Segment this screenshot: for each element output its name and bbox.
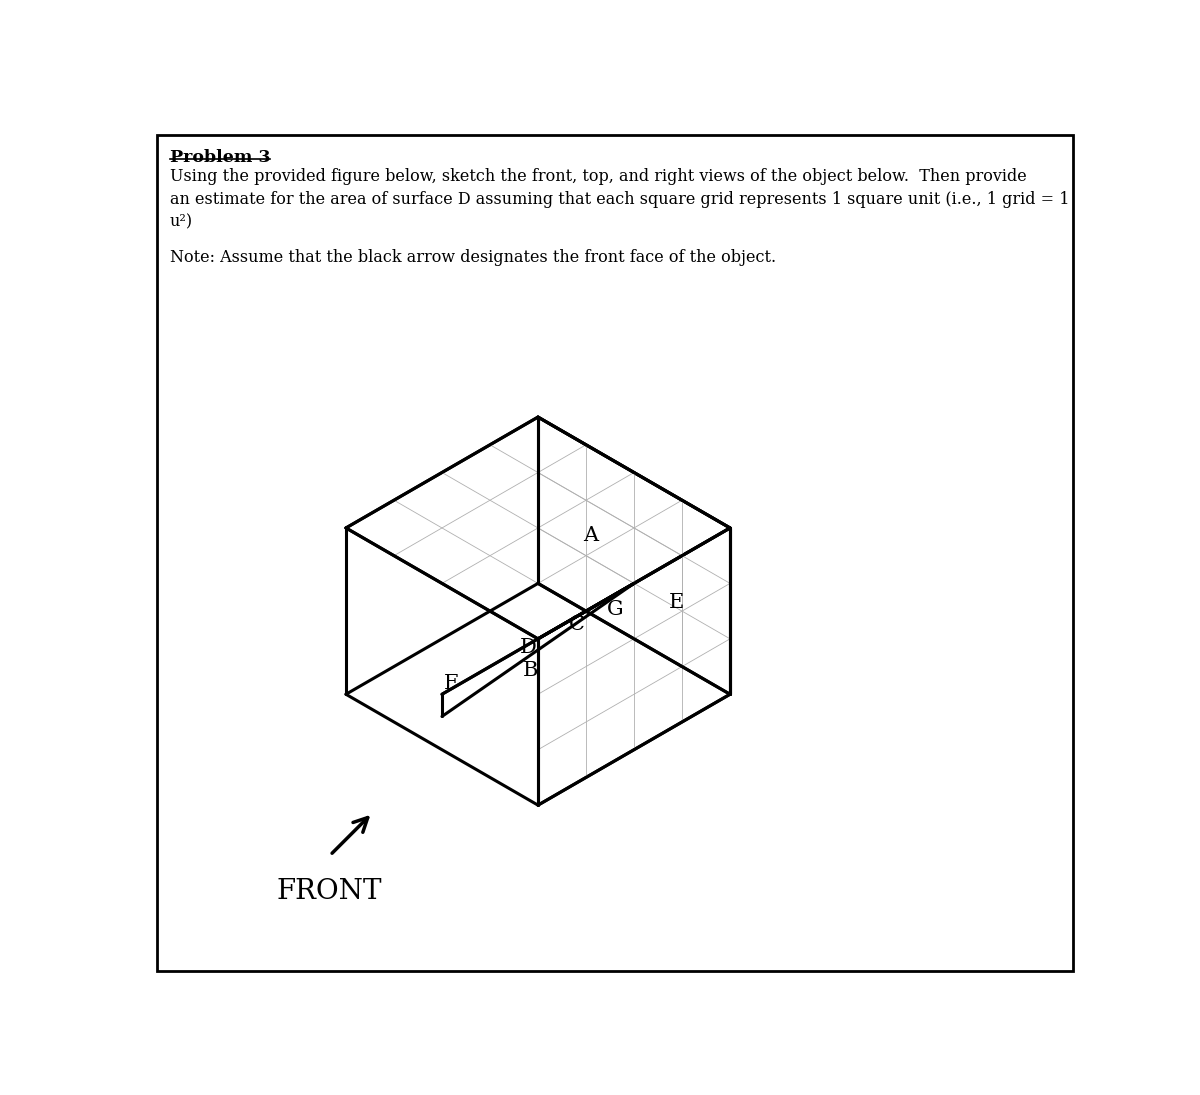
Text: FRONT: FRONT <box>276 878 382 906</box>
Text: u²): u²) <box>170 214 193 231</box>
Text: D: D <box>520 637 536 657</box>
Text: Using the provided figure below, sketch the front, top, and right views of the o: Using the provided figure below, sketch … <box>170 168 1027 185</box>
Text: A: A <box>583 527 599 545</box>
Text: E: E <box>668 593 684 612</box>
Text: B: B <box>523 661 539 680</box>
Text: C: C <box>569 615 584 634</box>
Text: G: G <box>606 600 623 619</box>
Text: F: F <box>444 673 458 692</box>
Text: Problem 3: Problem 3 <box>170 149 270 166</box>
Text: an estimate for the area of surface D assuming that each square grid represents : an estimate for the area of surface D as… <box>170 191 1069 208</box>
Text: Note: Assume that the black arrow designates the front face of the object.: Note: Assume that the black arrow design… <box>170 250 776 266</box>
